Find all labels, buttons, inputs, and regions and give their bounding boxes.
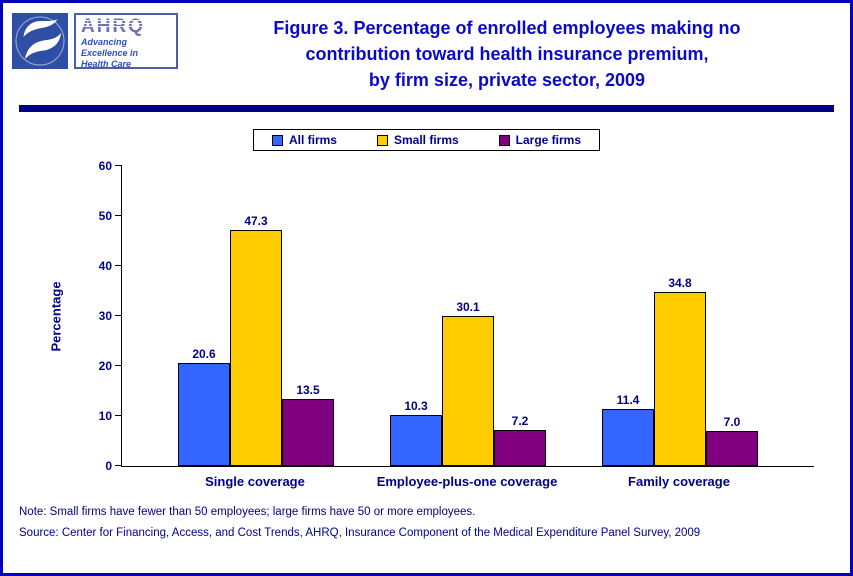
ahrq-tagline: Advancing Excellence in Health Care [81, 37, 171, 69]
bar-large-firms [494, 430, 546, 466]
hhs-logo [12, 13, 68, 69]
y-tick-label: 20 [98, 359, 112, 374]
bar-all-firms [178, 363, 230, 466]
y-tick-label: 40 [98, 259, 112, 274]
bar-value-label: 34.8 [668, 276, 692, 290]
bar-large-firms [706, 431, 758, 466]
y-tick-label: 10 [98, 409, 112, 424]
ahrq-logo: AHRQ Advancing Excellence in Health Care [74, 13, 178, 69]
x-axis-label: Employee-plus-one coverage [377, 474, 558, 489]
note-text: Note: Small firms have fewer than 50 emp… [19, 506, 476, 518]
x-axis-labels: Single coverage Employee-plus-one coverag… [121, 474, 813, 489]
y-tick-label: 50 [98, 209, 112, 223]
y-tick-mark [115, 465, 122, 466]
bar-all-firms [602, 409, 654, 466]
bar-all-firms [390, 414, 442, 466]
ahrq-tagline-line: Excellence in [81, 47, 139, 58]
bar-value-label: 30.1 [456, 299, 480, 314]
legend-item-small-firms: Small firms [376, 133, 459, 147]
ahrq-acronym: AHRQ [81, 16, 145, 37]
ahrq-tagline-line: Advancing [81, 36, 128, 47]
y-tick-label: 0 [105, 459, 112, 473]
bar-value-label: 20.6 [192, 347, 216, 361]
x-axis-label-text: Family coverage [628, 474, 730, 489]
logo-group: AHRQ Advancing Excellence in Health Care [12, 13, 178, 93]
bar-value-label: 47.3 [244, 213, 268, 228]
figure-title-line: contribution toward health insurance pre… [305, 44, 709, 64]
bar-column: 30.1 [442, 166, 494, 466]
legend-swatch-all-firms [271, 134, 283, 146]
bar-column: 47.3 [230, 166, 282, 466]
source-text: Source: Center for Financing, Access, an… [19, 527, 701, 539]
y-tick-mark [115, 315, 122, 316]
y-tick-mark [115, 415, 122, 416]
legend-label: Large firms [515, 133, 582, 147]
plot-area: 0 10 20 30 40 50 60 20.6 47.3 13.5 10.3 30.1 7.2 11.4… [99, 159, 814, 473]
y-axis-title-text: Percentage [48, 280, 64, 352]
legend-item-large-firms: Large firms [498, 133, 582, 147]
bar-group: 10.3 30.1 7.2 [390, 166, 546, 466]
legend-swatch-small-firms [376, 134, 388, 146]
legend-item-all-firms: All firms [271, 133, 337, 147]
figure-title: Figure 3. Percentage of enrolled employe… [178, 13, 836, 93]
ahrq-tagline-line: Health Care [81, 58, 132, 69]
bar-value-label: 7.0 [723, 415, 741, 429]
bar-small-firms [230, 229, 282, 466]
figure-title-line: by firm size, private sector, 2009 [368, 70, 646, 90]
x-axis-label-text: Single coverage [205, 474, 305, 489]
bar-group: 11.4 34.8 7.0 [602, 166, 758, 466]
y-tick-mark [115, 365, 122, 366]
bar-column: 10.3 [390, 166, 442, 466]
y-axis-title: Percentage [45, 166, 67, 466]
bar-column: 7.0 [706, 166, 758, 466]
bar-column: 13.5 [282, 166, 334, 466]
x-axis-label: Single coverage [177, 474, 333, 489]
figure-title-line: Figure 3. Percentage of enrolled employe… [273, 18, 741, 38]
hhs-eagle-icon [12, 13, 68, 69]
y-tick-mark [115, 215, 122, 216]
y-tick-label: 60 [98, 159, 112, 173]
legend-swatch-large-firms [498, 134, 510, 146]
legend-label: Small firms [393, 133, 459, 147]
chart: Percentage 0 10 20 30 40 50 60 20.6 47.3 13.5 10.3… [3, 156, 850, 502]
x-axis-label: Family coverage [601, 474, 757, 489]
bar-value-label: 7.2 [511, 414, 529, 428]
y-tick-mark [115, 265, 122, 266]
bar-column: 11.4 [602, 166, 654, 466]
title-divider [19, 105, 834, 112]
bar-value-label: 13.5 [296, 382, 320, 397]
bar-column: 7.2 [494, 166, 546, 466]
bar-small-firms [654, 292, 706, 466]
bar-small-firms [442, 315, 494, 466]
x-axis-label-text: Employee-plus-one coverage [376, 474, 558, 489]
legend: All firms Small firms Large firms [252, 129, 601, 151]
bar-value-label: 10.3 [404, 398, 428, 413]
legend-label: All firms [288, 133, 337, 147]
bar-value-label: 11.4 [616, 393, 640, 407]
bar-column: 34.8 [654, 166, 706, 466]
y-tick-mark [115, 165, 122, 166]
bar-large-firms [282, 398, 334, 466]
bar-column: 20.6 [178, 166, 230, 466]
bar-group: 20.6 47.3 13.5 [178, 166, 334, 466]
y-tick-label: 30 [98, 309, 112, 323]
header: AHRQ Advancing Excellence in Health Care… [3, 3, 850, 93]
footnotes: Note: Small firms have fewer than 50 emp… [19, 506, 850, 539]
